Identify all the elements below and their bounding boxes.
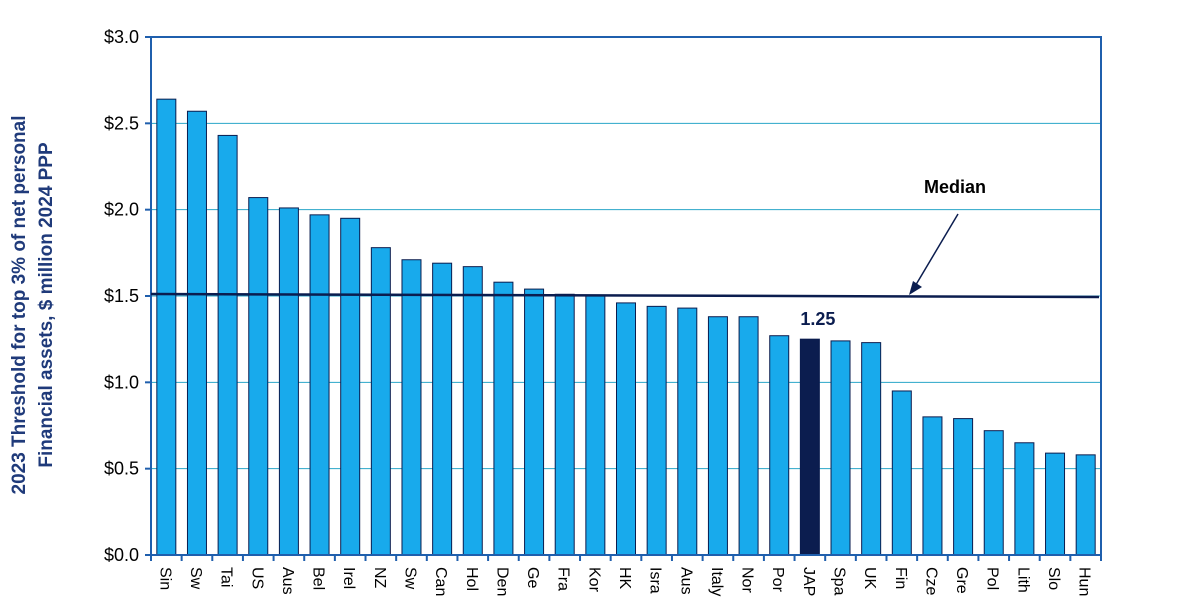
x-tick-label: Gre xyxy=(953,567,970,594)
x-tick-label: Lith xyxy=(1014,567,1031,593)
x-tick-label: Aus xyxy=(279,567,296,595)
x-tick-label: Isra xyxy=(647,567,664,594)
bar xyxy=(1014,442,1035,556)
x-tick-label: Den xyxy=(493,567,510,596)
highlight-data-label: 1.25 xyxy=(800,309,835,329)
bar xyxy=(1075,454,1096,556)
x-tick-label: Sw xyxy=(187,567,204,590)
x-tick-label: Aus xyxy=(677,567,694,595)
bar xyxy=(830,340,851,556)
bar xyxy=(1045,452,1066,556)
y-axis-label: 2023 Threshold for top 3% of net persona… xyxy=(9,115,57,494)
y-tick-label: $0.5 xyxy=(104,459,139,479)
bar xyxy=(156,98,177,556)
bar xyxy=(401,259,422,556)
x-tick-label: HK xyxy=(616,567,633,590)
y-tick-label: $3.0 xyxy=(104,27,139,47)
x-tick-label: Can xyxy=(432,567,449,596)
bar xyxy=(432,262,453,556)
x-tick-label: Hol xyxy=(463,567,480,591)
x-tick-label: Irel xyxy=(340,567,357,589)
bar xyxy=(248,197,269,556)
y-axis-ticks: $0.0 $0.5 $1.0 $1.5 $2.0 $2.5 $3.0 xyxy=(104,27,139,565)
bar xyxy=(186,110,207,556)
bar xyxy=(861,342,882,556)
bar xyxy=(769,335,790,556)
x-tick-label: Slo xyxy=(1045,567,1062,590)
x-tick-label: Ge xyxy=(524,567,541,588)
bar xyxy=(309,214,330,556)
x-tick-label: UK xyxy=(861,567,878,590)
bar xyxy=(493,281,514,556)
y-tick-label: $1.0 xyxy=(104,372,139,392)
y-tick-label: $1.5 xyxy=(104,286,139,306)
bar xyxy=(462,266,483,556)
x-tick-label: Tai xyxy=(218,567,235,587)
bar-highlighted xyxy=(799,338,820,556)
x-tick-label: Cze xyxy=(922,567,939,596)
bar xyxy=(738,316,759,556)
bar xyxy=(524,288,545,556)
x-tick-label: Pol xyxy=(984,567,1001,590)
x-tick-label: Por xyxy=(769,567,786,593)
bar xyxy=(585,295,606,556)
bar xyxy=(554,293,575,556)
x-tick-label: NZ xyxy=(371,567,388,589)
bar xyxy=(677,307,698,556)
bar xyxy=(707,316,728,556)
x-tick-label: US xyxy=(248,567,265,589)
y-tick-label: $2.0 xyxy=(104,200,139,220)
y-axis-label-line-1: 2023 Threshold for top 3% of net persona… xyxy=(9,115,30,494)
bar xyxy=(278,207,299,556)
median-annotation: Median xyxy=(150,177,1100,299)
bar xyxy=(646,305,667,556)
median-label: Median xyxy=(924,177,986,197)
bar xyxy=(217,134,238,556)
x-tick-label: JAP xyxy=(800,567,817,596)
x-tick-label: Kor xyxy=(585,567,602,593)
x-tick-label: Spa xyxy=(831,567,848,596)
median-line xyxy=(150,292,1100,299)
x-tick-label: Italy xyxy=(708,567,725,596)
bar xyxy=(340,217,361,556)
bar xyxy=(616,302,636,556)
bars: 1.25 xyxy=(156,98,1096,556)
bar xyxy=(922,416,943,556)
bar xyxy=(891,390,912,556)
x-tick-label: Fin xyxy=(892,567,909,589)
x-axis-ticks: Sin Sw Tai US Aus Bel Irel NZ Sw Can Hol Den Ge Fra Ko… xyxy=(156,567,1092,596)
x-tick-label: Fra xyxy=(555,567,572,591)
x-tick-label: Sw xyxy=(401,567,418,590)
bar xyxy=(983,430,1004,556)
y-tick-label: $0.0 xyxy=(104,545,139,565)
y-tick-label: $2.5 xyxy=(104,113,139,133)
x-tick-label: Sin xyxy=(156,567,173,590)
median-arrow xyxy=(913,213,959,289)
bar xyxy=(953,418,974,556)
x-tick-label: Bel xyxy=(310,567,327,590)
x-tick-label: Nor xyxy=(739,567,756,593)
y-axis-label-line-2: Financial assets, $ million 2024 PPP xyxy=(36,142,57,468)
plot-frame xyxy=(145,36,1102,561)
median-arrow-head xyxy=(909,281,922,295)
x-tick-label: Hun xyxy=(1076,567,1093,596)
